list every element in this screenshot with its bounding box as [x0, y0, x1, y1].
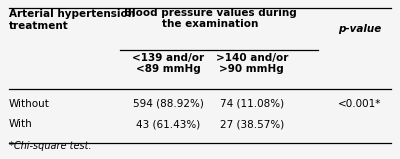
Text: <139 and/or
<89 mmHg: <139 and/or <89 mmHg — [132, 53, 204, 74]
Text: Blood pressure values during
the examination: Blood pressure values during the examina… — [124, 8, 296, 29]
Text: p-value: p-value — [338, 24, 381, 34]
Text: 43 (61.43%): 43 (61.43%) — [136, 119, 200, 129]
Text: >140 and/or
>90 mmHg: >140 and/or >90 mmHg — [216, 53, 288, 74]
Text: With: With — [9, 119, 32, 129]
Text: 594 (88.92%): 594 (88.92%) — [133, 99, 204, 109]
Text: 74 (11.08%): 74 (11.08%) — [220, 99, 284, 109]
Text: Arterial hypertension
treatment: Arterial hypertension treatment — [9, 9, 135, 31]
Text: Without: Without — [9, 99, 50, 109]
Text: 27 (38.57%): 27 (38.57%) — [220, 119, 284, 129]
Text: <0.001*: <0.001* — [338, 99, 381, 109]
Text: *Chi-square test.: *Chi-square test. — [9, 141, 91, 151]
